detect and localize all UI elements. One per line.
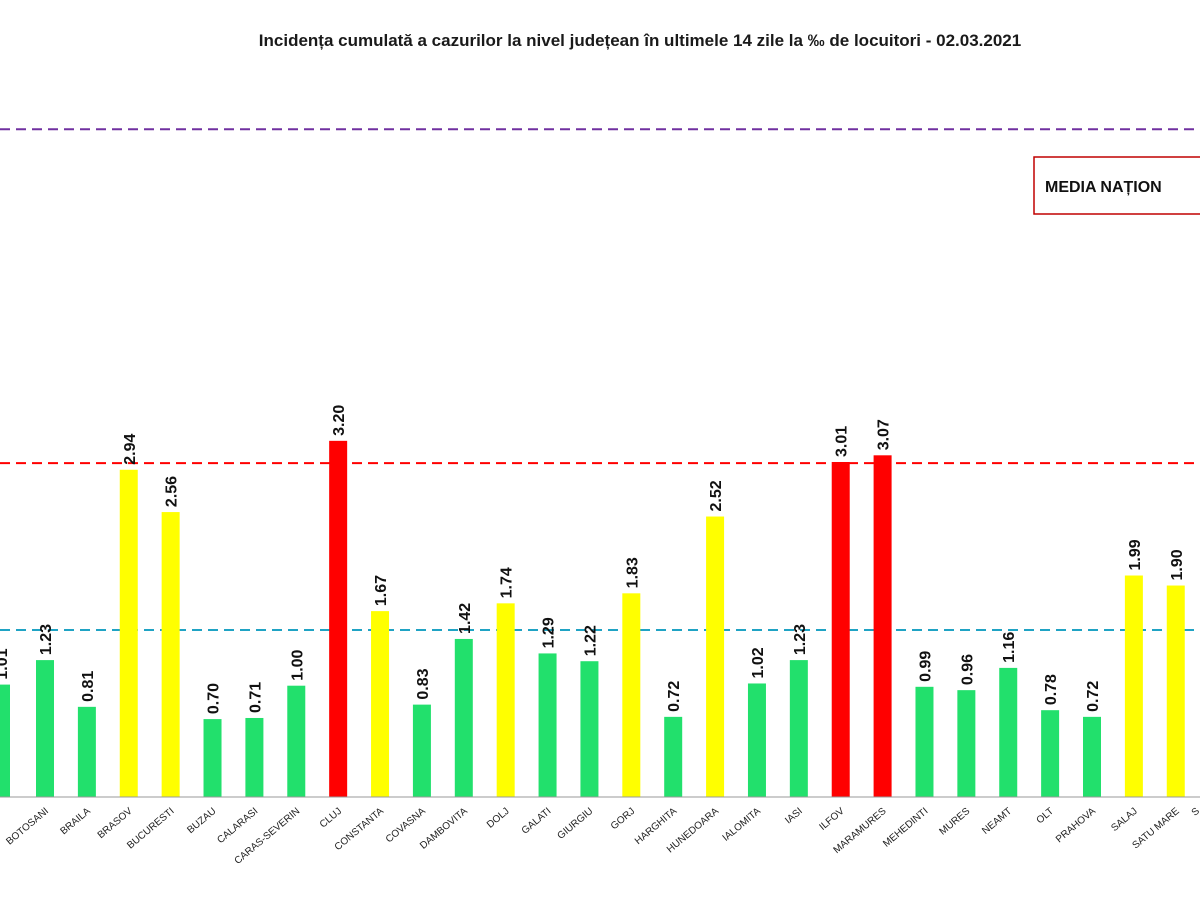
bar-label: 0.99 [917,651,934,682]
bar-label: 1.22 [582,625,599,656]
legend-box [1033,156,1200,215]
bar-prahova [1083,716,1101,797]
bar-label: 1.67 [373,575,390,606]
bar-label-partial: 1.01 [0,648,11,679]
bar-covasna [412,704,431,797]
bar-caras-severin [287,685,306,797]
bar-label: 1.42 [457,603,474,634]
category-label: GALATI [520,806,554,837]
bar-giurgiu [580,661,599,797]
bar-botosani [36,660,54,797]
category-label: MURES [938,806,973,838]
category-label: BOTOSANI [4,806,51,848]
bar-label: 1.74 [499,567,516,598]
bar-label: 1.16 [1001,632,1018,663]
bar-ialomita [747,683,766,797]
category-label: SALAJ [1109,806,1139,834]
category-label: OLT [1035,806,1056,826]
bar-label: 0.96 [959,654,976,685]
bar-brasov [119,469,138,797]
category-label: GIURGIU [556,806,596,842]
bar-dolj [496,603,515,797]
bar-label: 1.02 [750,647,767,678]
legend: MEDIA NAȚION [1033,156,1200,215]
bar-label: 1.00 [289,649,306,680]
bar-label: 0.71 [247,682,264,713]
bar-buzau [203,719,222,797]
bar-neamt [999,667,1018,797]
reference-lines [0,128,1200,632]
category-label-partial: S [1190,806,1200,819]
bar-olt [1041,710,1060,797]
bar-bucuresti [161,512,180,797]
bar-satu-mare [1166,585,1185,797]
bar-braila [77,706,96,797]
category-label: BRAILA [58,806,93,838]
bar-label: 0.83 [415,668,432,699]
bar-harghita [664,716,683,797]
bar-label: 3.07 [876,419,893,450]
bar-label: 2.56 [164,476,181,507]
bar-ilfov [831,461,850,797]
bar-label: 2.52 [708,480,725,511]
bar-calarasi [245,717,264,797]
bar-label: 0.81 [80,671,97,702]
category-label: ILFOV [817,806,846,833]
bar-label: 0.78 [1043,674,1060,705]
bar-label: 0.72 [1085,681,1102,712]
category-label: IASI [783,806,805,827]
bar-cluj [329,440,348,797]
bar-hunedoara [706,516,725,797]
category-label: DOLJ [485,806,512,831]
value-labels: 1.01 1.23 0.81 2.94 2.56 0.70 0.71 1.00 3.20 1.67… [0,405,1186,714]
bar-maramures [873,455,892,797]
bar-label: 0.72 [666,681,683,712]
bar-partial [0,684,10,797]
bar-dambovita [454,638,473,797]
category-label: BUZAU [185,806,218,836]
bar-label: 0.70 [206,683,223,714]
bar-label: 1.90 [1169,549,1186,580]
bar-label: 1.83 [624,557,641,588]
bar-label: 1.23 [792,624,809,655]
legend-text: MEDIA NAȚION [1045,179,1162,196]
bar-constanta [371,611,390,797]
chart-title: Incidența cumulată a cazurilor la nivel … [259,31,1021,50]
category-label: NEAMT [980,806,1014,837]
bar-label: 2.94 [122,434,139,465]
bar-iasi [789,660,808,797]
bars [0,440,1185,797]
category-label: IALOMITA [721,806,764,844]
category-label: BRASOV [96,806,135,841]
category-label: GORJ [609,806,637,832]
category-label: CLUJ [318,806,344,831]
category-label: MEHEDINTI [881,806,930,850]
bar-label: 1.23 [38,624,55,655]
bar-label: 3.20 [331,405,348,436]
bar-label: 3.01 [834,426,851,457]
category-label: PRAHOVA [1054,806,1098,846]
bar-galati [538,653,557,797]
bar-mures [957,690,976,797]
bar-gorj [622,593,641,797]
bar-label: 1.99 [1127,539,1144,570]
bar-mehedinti [915,686,934,797]
bar-label: 1.29 [541,617,558,648]
bar-salaj [1124,575,1143,797]
